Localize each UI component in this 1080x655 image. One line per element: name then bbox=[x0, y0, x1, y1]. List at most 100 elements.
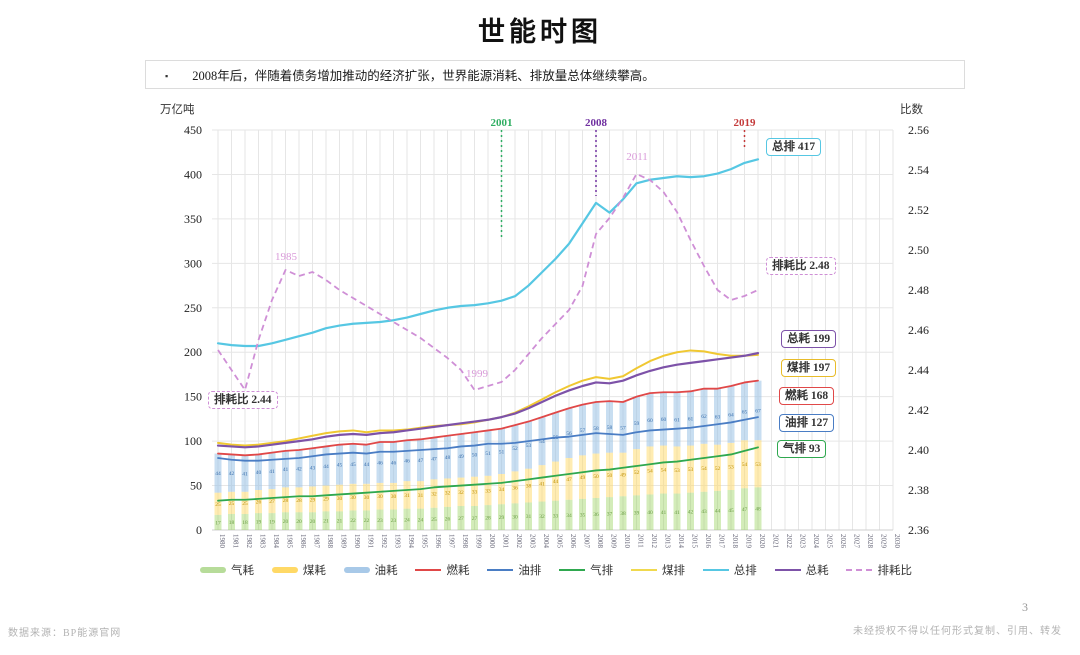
bar-segment-oil-consumption bbox=[309, 448, 316, 487]
svg-text:1985: 1985 bbox=[286, 534, 294, 549]
bar-segment-gas-consumption bbox=[673, 493, 681, 530]
svg-text:1997: 1997 bbox=[448, 534, 456, 549]
svg-text:2.50: 2.50 bbox=[908, 243, 929, 257]
callout-fuel-consumption-end: 燃耗 168 bbox=[779, 387, 835, 405]
bar-segment-gas-consumption bbox=[579, 498, 586, 530]
svg-text:52: 52 bbox=[715, 466, 721, 472]
svg-text:38: 38 bbox=[620, 511, 626, 517]
svg-text:1991: 1991 bbox=[367, 534, 375, 549]
svg-text:45: 45 bbox=[350, 462, 356, 468]
bar-segment-coal-consumption bbox=[322, 485, 330, 512]
bar-segment-coal-consumption bbox=[214, 492, 222, 515]
bar-segment-gas-consumption bbox=[255, 513, 262, 530]
legend-swatch bbox=[487, 568, 514, 572]
svg-text:34: 34 bbox=[566, 513, 572, 519]
bar-segment-coal-consumption bbox=[633, 449, 640, 496]
svg-text:23: 23 bbox=[377, 518, 383, 524]
bar-segment-coal-consumption bbox=[741, 440, 748, 489]
bar-segment-coal-consumption bbox=[673, 446, 681, 494]
bar-segment-coal-consumption bbox=[646, 446, 654, 495]
svg-text:2.42: 2.42 bbox=[908, 403, 929, 417]
svg-text:2011: 2011 bbox=[637, 534, 645, 548]
svg-text:25: 25 bbox=[229, 501, 235, 507]
svg-text:41: 41 bbox=[539, 481, 545, 487]
bar-segment-coal-consumption bbox=[417, 481, 424, 509]
svg-text:49: 49 bbox=[580, 475, 586, 481]
svg-text:2025: 2025 bbox=[826, 534, 834, 549]
bar-segment-oil-consumption bbox=[295, 450, 303, 488]
svg-text:42: 42 bbox=[229, 471, 235, 477]
svg-text:53: 53 bbox=[755, 462, 761, 468]
svg-text:50: 50 bbox=[190, 479, 202, 493]
copyright-note: 未经授权不得以任何形式复制、引用、转发 bbox=[853, 626, 1062, 637]
bar-segment-oil-consumption bbox=[417, 439, 424, 482]
svg-text:1992: 1992 bbox=[380, 534, 388, 549]
legend-swatch bbox=[774, 568, 801, 572]
bar-segment-gas-consumption bbox=[565, 499, 573, 530]
svg-text:31: 31 bbox=[404, 493, 410, 499]
legend-label: 气排 bbox=[590, 565, 614, 577]
bar-segment-coal-consumption bbox=[228, 491, 235, 514]
bar-segment-gas-consumption bbox=[606, 497, 613, 530]
event-label-2019: 2019 bbox=[734, 117, 757, 129]
svg-text:44: 44 bbox=[323, 464, 329, 470]
bar-segment-gas-consumption bbox=[552, 500, 559, 530]
svg-text:450: 450 bbox=[184, 123, 202, 137]
bar-segment-gas-consumption bbox=[228, 514, 235, 530]
bar-segment-oil-consumption bbox=[714, 388, 721, 445]
svg-text:25: 25 bbox=[431, 517, 437, 523]
svg-text:34: 34 bbox=[499, 487, 505, 493]
svg-text:36: 36 bbox=[512, 485, 518, 491]
svg-text:2013: 2013 bbox=[664, 534, 672, 549]
svg-text:64: 64 bbox=[728, 412, 734, 418]
svg-text:42: 42 bbox=[296, 467, 302, 473]
bar-segment-gas-consumption bbox=[754, 487, 762, 530]
legend-swatch bbox=[846, 569, 873, 571]
svg-text:53: 53 bbox=[728, 464, 734, 470]
svg-text:22: 22 bbox=[350, 518, 356, 524]
bar-segment-oil-consumption bbox=[633, 396, 640, 450]
bar-segment-oil-consumption bbox=[282, 450, 289, 488]
bar-segment-oil-consumption bbox=[619, 402, 627, 453]
summary-text: 2008年后，伴随着债务增加推动的经济扩张，世界能源消耗、排放量总体继续攀高。 bbox=[192, 69, 655, 83]
svg-text:52: 52 bbox=[634, 470, 640, 476]
svg-text:2.44: 2.44 bbox=[908, 363, 929, 377]
bar-segment-gas-consumption bbox=[403, 508, 411, 530]
bar-segment-oil-consumption bbox=[741, 382, 748, 441]
bar-segment-oil-consumption bbox=[525, 421, 532, 469]
svg-text:53: 53 bbox=[674, 468, 680, 474]
svg-text:63: 63 bbox=[715, 415, 721, 421]
svg-text:28: 28 bbox=[485, 516, 491, 522]
svg-text:250: 250 bbox=[184, 301, 202, 315]
svg-text:19: 19 bbox=[269, 520, 275, 526]
bar-segment-gas-consumption bbox=[376, 509, 384, 530]
bar-segment-coal-consumption bbox=[714, 444, 721, 491]
legend-swatch bbox=[343, 567, 370, 573]
bar-segment-coal-consumption bbox=[538, 465, 546, 502]
svg-text:2019: 2019 bbox=[745, 534, 753, 549]
legend-item-煤排: 煤排 bbox=[630, 562, 685, 578]
svg-text:1980: 1980 bbox=[218, 534, 226, 549]
left-axis-unit: 万亿吨 bbox=[160, 104, 195, 116]
bar-segment-coal-consumption bbox=[282, 487, 289, 513]
svg-text:1984: 1984 bbox=[272, 534, 280, 549]
bar-segment-coal-consumption bbox=[390, 482, 397, 510]
svg-text:29: 29 bbox=[310, 497, 316, 503]
svg-text:41: 41 bbox=[674, 510, 680, 516]
svg-text:42: 42 bbox=[688, 509, 694, 515]
bar-segment-coal-consumption bbox=[552, 461, 559, 501]
legend-swatch bbox=[415, 568, 442, 572]
bar-segment-oil-consumption bbox=[471, 432, 478, 477]
legend-label: 排耗比 bbox=[877, 565, 912, 577]
svg-text:1982: 1982 bbox=[245, 534, 253, 549]
bar-segment-oil-consumption bbox=[700, 388, 708, 444]
svg-text:43: 43 bbox=[310, 465, 316, 471]
svg-text:38: 38 bbox=[526, 484, 532, 490]
svg-text:350: 350 bbox=[184, 212, 202, 226]
bar-segment-gas-consumption bbox=[417, 508, 424, 530]
svg-text:2012: 2012 bbox=[650, 534, 658, 549]
bar-segment-gas-consumption bbox=[619, 496, 627, 530]
bullet-icon: ▪ bbox=[165, 71, 169, 81]
svg-text:33: 33 bbox=[472, 489, 478, 495]
bar-segment-gas-consumption bbox=[525, 502, 532, 530]
